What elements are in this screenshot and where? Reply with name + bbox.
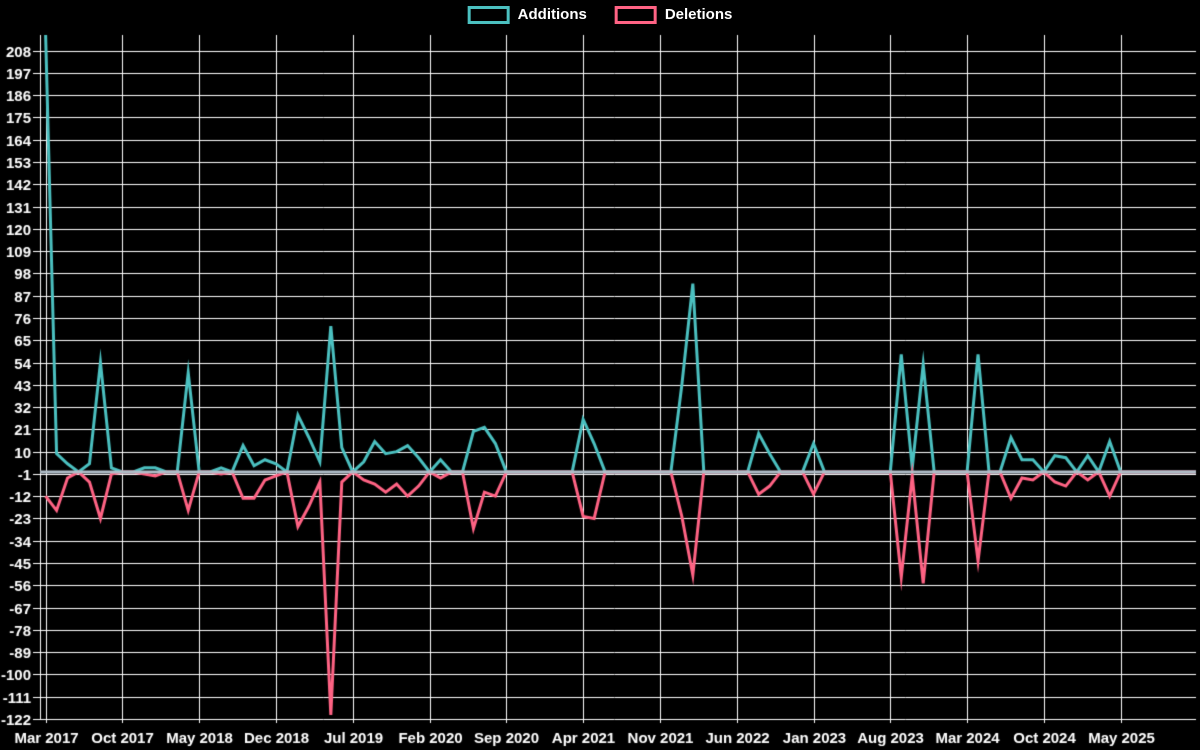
legend-item-deletions[interactable]: Deletions: [614, 6, 733, 24]
deletions-swatch-icon: [614, 6, 657, 24]
legend-label-deletions: Deletions: [664, 6, 733, 23]
legend-label-additions: Additions: [517, 6, 587, 23]
chart-legend: Additions Deletions: [467, 6, 733, 24]
additions-swatch-icon: [467, 6, 510, 24]
legend-item-additions[interactable]: Additions: [467, 6, 587, 24]
